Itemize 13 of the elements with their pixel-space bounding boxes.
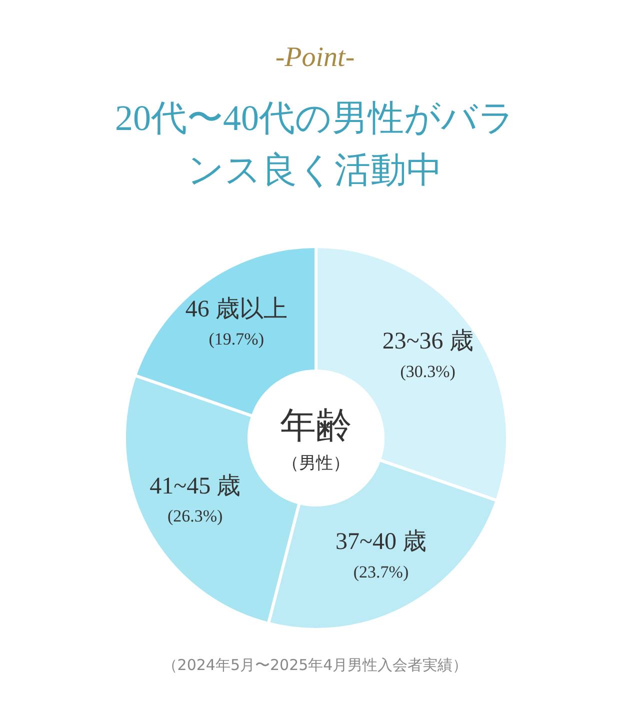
chart-subtitle: -Point- [274, 42, 356, 74]
slice-label: 23~36 歳 [382, 328, 474, 355]
text: （2024年5月〜2025年4月男性入会者実績） [161, 656, 469, 675]
chart-title: 20代〜40代の男性がバランス良く活動中 [115, 97, 515, 192]
slice-label: 46 歳以上 [185, 296, 288, 322]
data-label: (19.7%) [208, 330, 264, 349]
data-label: (23.7%) [353, 562, 409, 582]
slice-label: 41~45 歳 [150, 473, 241, 500]
text: 年齢 [280, 405, 352, 446]
text: （男性） [282, 453, 350, 474]
slice-label: 37~40 歳 [336, 529, 426, 556]
data-label: (30.3%) [400, 362, 456, 381]
data-label: (26.3%) [167, 506, 223, 526]
